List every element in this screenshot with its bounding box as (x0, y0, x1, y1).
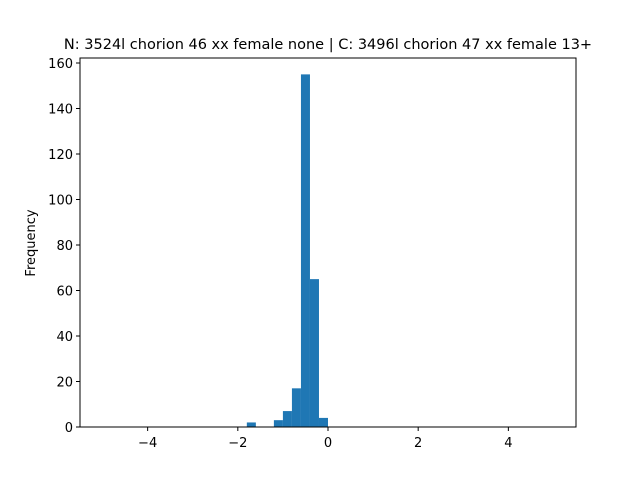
bar (246, 422, 256, 427)
y-tick-label: 120 (48, 148, 73, 163)
y-tick-label: 160 (48, 57, 73, 72)
x-tick-label: −4 (138, 436, 157, 451)
y-tick-label: 80 (56, 239, 73, 254)
bar (309, 279, 319, 427)
x-tick-label: 4 (504, 436, 512, 451)
y-tick-label: 0 (65, 421, 73, 436)
y-tick-label: 40 (56, 330, 73, 345)
bar (282, 411, 292, 427)
y-axis-label: Frequency (24, 209, 39, 276)
y-tick-label: 100 (48, 194, 73, 209)
bar (273, 420, 283, 427)
y-tick-label: 140 (48, 103, 73, 118)
bar (300, 74, 310, 428)
chart-title: N: 3524l chorion 46 xx female none | C: … (64, 37, 592, 53)
plot-frame (79, 57, 577, 428)
x-tick-label: 2 (414, 436, 422, 451)
bar (318, 417, 328, 427)
y-tick-label: 60 (56, 285, 73, 300)
x-tick-label: −2 (228, 436, 247, 451)
bar (291, 388, 301, 427)
x-tick-label: 0 (324, 436, 332, 451)
y-tick-label: 20 (56, 376, 73, 391)
